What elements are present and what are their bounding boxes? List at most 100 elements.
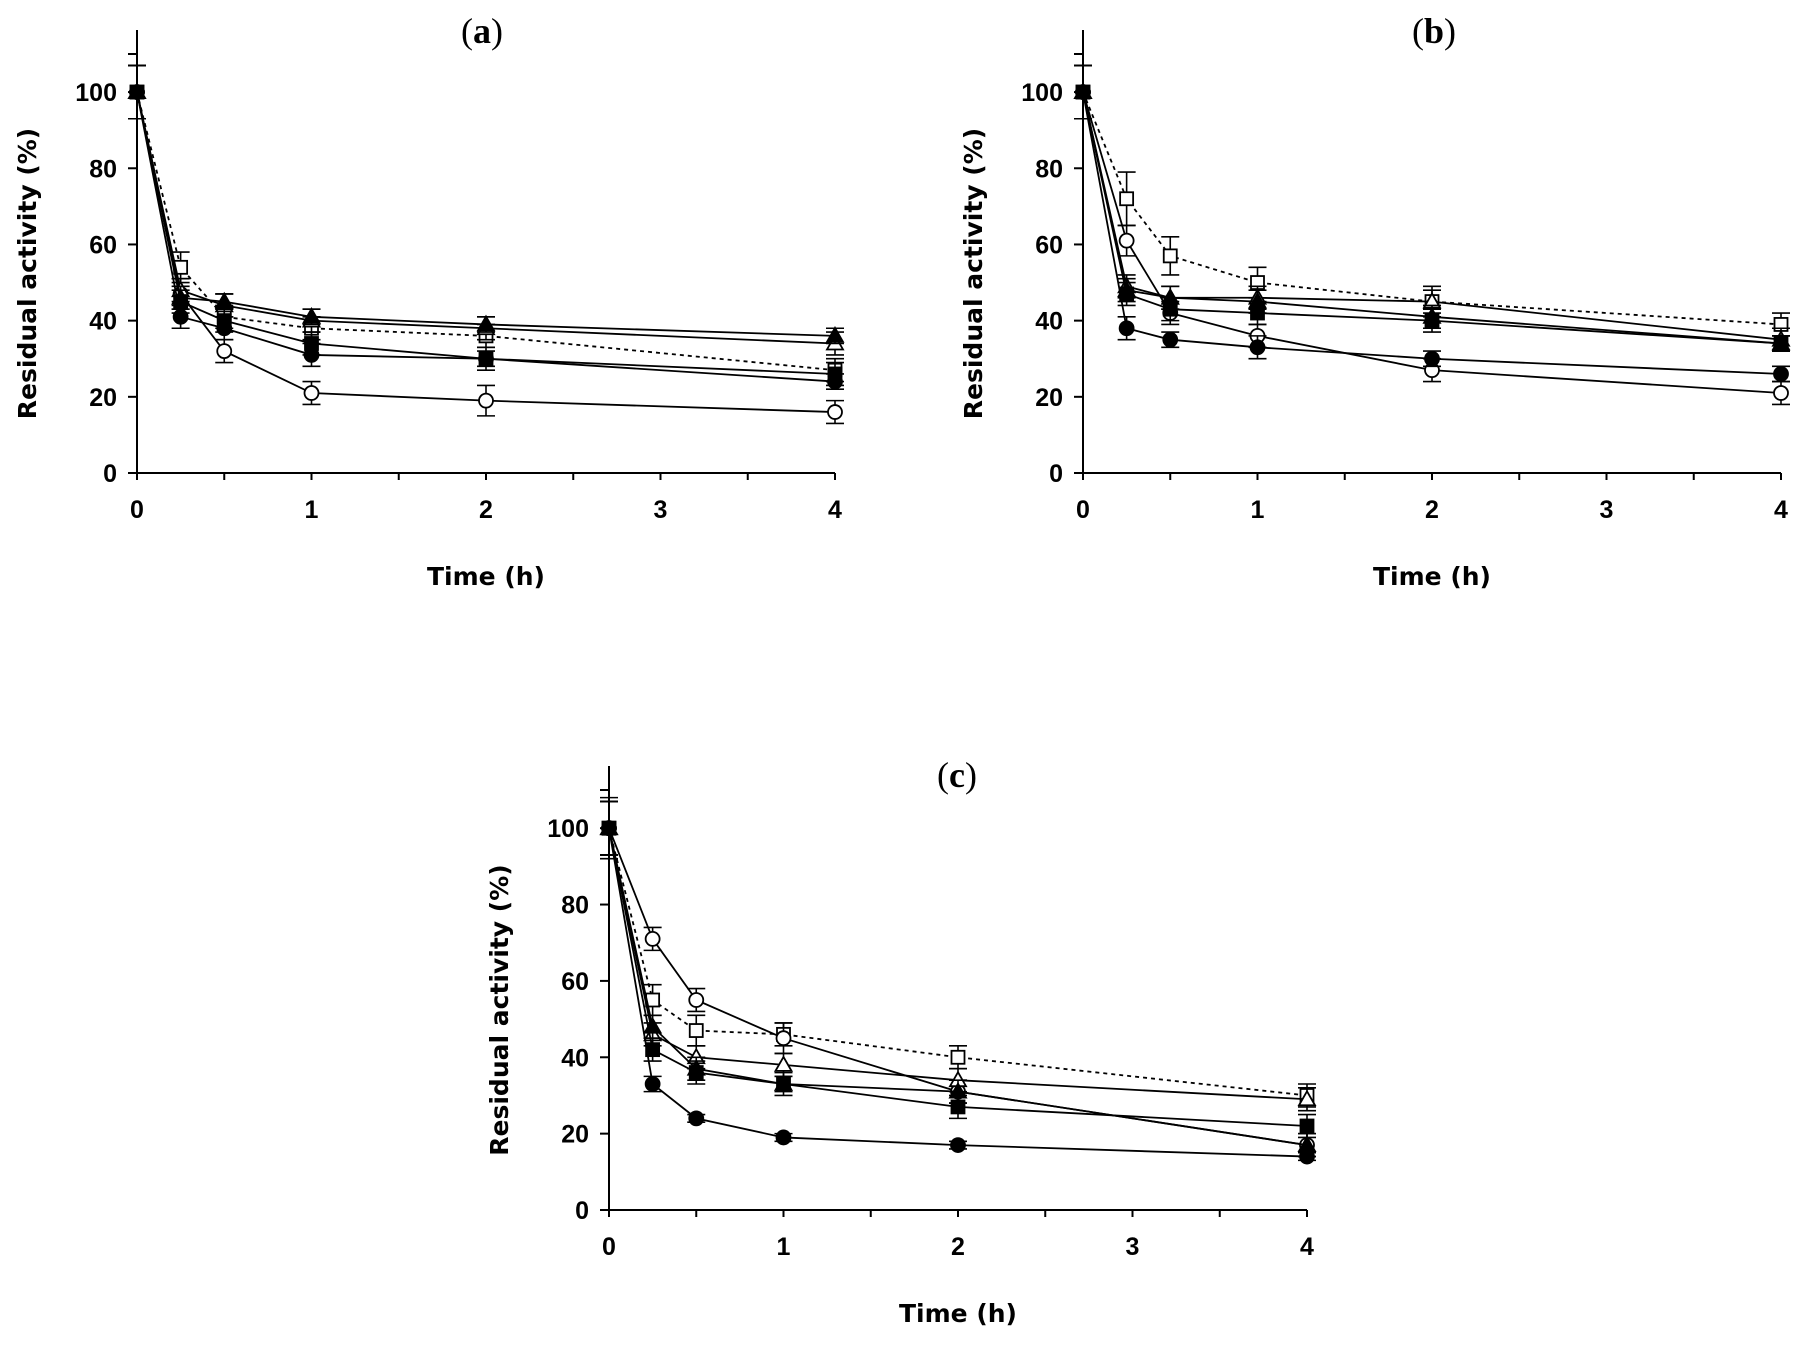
data-point (129, 84, 145, 100)
series-filled-square (600, 800, 1316, 1139)
x-tick-label: 4 (1300, 1233, 1314, 1261)
panel-c: (c) 0 20 40 60 80 100 0 1 2 3 4 Time (h) Residual act… (485, 755, 1317, 1328)
y-tick-label: 100 (1021, 79, 1063, 107)
series-line (136, 91, 836, 372)
y-axis-title: Residual activity (%) (485, 864, 514, 1155)
x-axis-title: Time (h) (899, 1299, 1017, 1328)
series-line (1082, 91, 1782, 326)
data-point (601, 820, 617, 836)
x-tick-label: 1 (777, 1233, 791, 1261)
x-tick-label: 4 (828, 496, 842, 524)
x-tick-label: 2 (479, 496, 493, 524)
data-point (688, 1023, 704, 1038)
data-point (776, 1076, 791, 1092)
data-point (1162, 301, 1178, 317)
y-tick-label: 100 (75, 79, 117, 107)
data-point (1119, 286, 1135, 302)
series-line (136, 91, 836, 337)
data-point (688, 1065, 704, 1080)
series-filled-square (128, 64, 844, 387)
data-point (775, 1030, 792, 1047)
series-line (1082, 91, 1782, 394)
x-tick-label: 2 (1425, 496, 1439, 524)
x-tick-label: 0 (602, 1233, 616, 1261)
data-point (1424, 350, 1440, 367)
series-filled-triangle (127, 64, 845, 345)
x-tick-label: 1 (1251, 496, 1265, 524)
data-point (950, 1099, 966, 1115)
data-point (1773, 385, 1789, 401)
y-tick-label: 40 (1035, 308, 1063, 336)
y-axis-title: Residual activity (%) (959, 128, 988, 419)
data-point (216, 313, 232, 329)
data-point (644, 931, 661, 947)
y-tick-label: 0 (103, 460, 117, 488)
panel-label-letter: c (949, 755, 965, 795)
data-point (1773, 336, 1789, 351)
data-point (1118, 232, 1135, 249)
panel-a: (a) 0 20 40 60 80 100 0 1 2 3 4 Time (h) Residual act… (13, 11, 845, 591)
series-filled-triangle (1073, 64, 1791, 352)
series-line (136, 91, 836, 375)
data-point (775, 1129, 792, 1146)
data-point (216, 343, 233, 360)
x-tick-label: 3 (1600, 496, 1614, 524)
data-point (1250, 305, 1265, 321)
data-point (688, 992, 705, 1008)
x-tick-label: 4 (1774, 496, 1788, 524)
y-tick-label: 80 (561, 892, 589, 920)
data-point (644, 1076, 661, 1092)
y-tick-label: 0 (1049, 460, 1063, 488)
y-tick-label: 60 (89, 231, 117, 259)
series-filled-circle (1074, 64, 1790, 383)
series-line (1082, 91, 1782, 345)
data-point (301, 307, 322, 324)
y-tick-label: 20 (89, 384, 117, 412)
series-open-triangle (127, 64, 845, 356)
panel-label: (a) (461, 11, 503, 51)
y-tick-label: 100 (547, 815, 589, 843)
series-line (608, 827, 1308, 1146)
data-point (1424, 313, 1440, 329)
data-point (827, 404, 843, 420)
series-line (136, 91, 836, 345)
x-tick-label: 1 (305, 496, 319, 524)
data-point (1299, 1118, 1315, 1134)
y-tick-label: 40 (561, 1044, 589, 1072)
data-point (1162, 248, 1178, 264)
data-point (1162, 331, 1179, 348)
panel-b: (b) 0 20 40 60 80 100 0 1 2 3 4 Time (h) Residual act… (959, 11, 1791, 591)
data-point (1118, 320, 1135, 337)
data-point (476, 314, 496, 332)
series-line (608, 828, 1308, 1158)
data-point (827, 366, 843, 382)
data-point (214, 291, 234, 309)
x-tick-label: 3 (1126, 1233, 1140, 1261)
x-axis-title: Time (h) (1373, 562, 1491, 591)
y-axis-title: Residual activity (%) (13, 128, 42, 419)
data-point (950, 1049, 966, 1065)
panel-label-letter: b (1424, 11, 1444, 51)
panel-label: (c) (937, 755, 977, 795)
panel-label-letter: a (473, 11, 491, 51)
data-point (1249, 339, 1266, 356)
data-point (478, 351, 494, 367)
data-point (173, 294, 189, 309)
series-open-square (600, 796, 1316, 1108)
data-point (303, 385, 320, 401)
data-point (950, 1137, 966, 1153)
data-point (1119, 191, 1135, 207)
x-tick-label: 2 (951, 1233, 965, 1261)
data-point (304, 336, 319, 351)
data-point (478, 392, 494, 409)
series-line (608, 827, 1308, 1097)
y-tick-label: 20 (561, 1121, 589, 1149)
y-tick-label: 40 (89, 308, 117, 336)
data-point (1773, 366, 1789, 382)
x-axis-title: Time (h) (427, 562, 545, 591)
series-line (136, 91, 836, 383)
series-filled-square (1074, 64, 1790, 352)
data-point (1299, 1148, 1315, 1165)
y-tick-label: 20 (1035, 384, 1063, 412)
